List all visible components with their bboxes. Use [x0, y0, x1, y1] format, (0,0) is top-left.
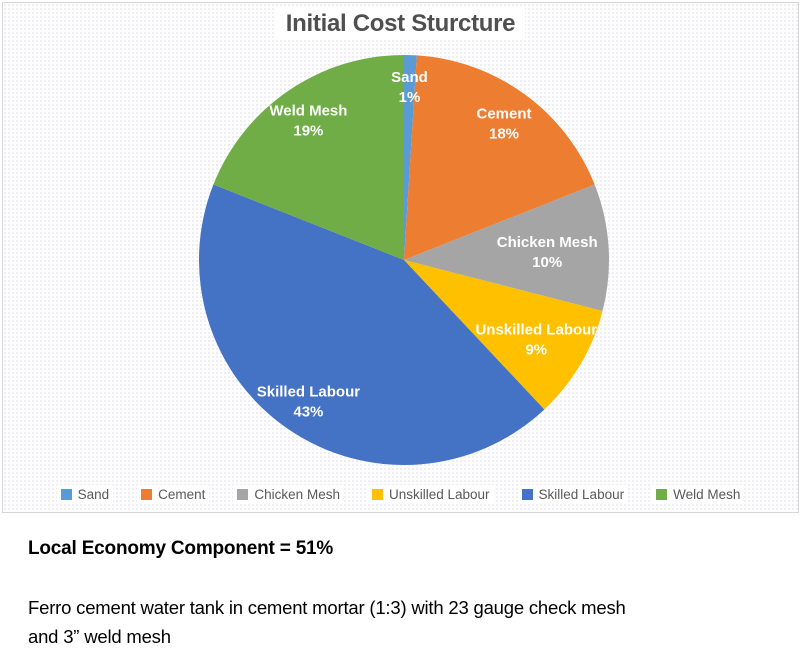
slice-label-chicken-mesh: Chicken Mesh 10% — [497, 234, 598, 271]
svg-text:9%: 9% — [525, 341, 547, 358]
svg-text:Chicken Mesh: Chicken Mesh — [497, 234, 598, 251]
svg-text:Unskilled Labour: Unskilled Labour — [475, 321, 597, 338]
legend-swatch-sand — [60, 489, 72, 500]
svg-text:Sand: Sand — [391, 69, 428, 86]
legend-item-cement: Cement — [137, 485, 210, 504]
svg-text:1%: 1% — [399, 89, 421, 106]
svg-text:Weld Mesh: Weld Mesh — [269, 102, 347, 119]
chart-legend: Sand Cement Chicken Mesh Unskilled Labour Sk… — [3, 485, 798, 504]
slice-label-weld-mesh: Weld Mesh 19% — [269, 102, 347, 139]
pie-slice-unskilled-labour — [404, 260, 603, 410]
slice-label-skilled-labour: Skilled Labour 43% — [257, 384, 361, 421]
legend-item-weld-mesh: Weld Mesh — [652, 485, 745, 504]
chart-title: Initial Cost Sturcture — [275, 8, 526, 40]
svg-text:10%: 10% — [532, 254, 562, 271]
description-text: Ferro cement water tank in cement mortar… — [28, 593, 788, 651]
legend-label-skilled-labour: Skilled Labour — [538, 487, 625, 502]
svg-text:18%: 18% — [489, 125, 519, 142]
pie-slice-cement — [404, 55, 595, 261]
legend-item-sand: Sand — [56, 485, 114, 504]
legend-label-weld-mesh: Weld Mesh — [673, 487, 741, 502]
pie-plot-area: Sand 1% Cement 18% Chicken Mesh 10% Unskilled … — [199, 54, 609, 465]
slice-label-unskilled-labour: Unskilled Labour 9% — [475, 321, 597, 358]
legend-swatch-cement — [141, 489, 153, 500]
caption-area: Local Economy Component = 51% Ferro ceme… — [28, 538, 788, 651]
svg-text:43%: 43% — [293, 404, 323, 421]
legend-item-unskilled-labour: Unskilled Labour — [367, 485, 494, 504]
legend-item-skilled-labour: Skilled Labour — [517, 485, 629, 504]
svg-text:Cement: Cement — [476, 105, 531, 122]
pie-chart-frame: Initial Cost Sturcture Sand 1% Cement 18% Ch… — [2, 2, 799, 513]
svg-text:19%: 19% — [293, 122, 323, 139]
pie-slice-skilled-labour — [199, 184, 545, 465]
pie-slice-chicken-mesh — [404, 184, 609, 311]
legend-label-cement: Cement — [158, 487, 206, 502]
legend-swatch-skilled-labour — [521, 489, 533, 500]
legend-swatch-chicken-mesh — [237, 489, 249, 500]
legend-label-sand: Sand — [77, 487, 110, 502]
description-line-1: Ferro cement water tank in cement mortar… — [28, 597, 626, 618]
legend-swatch-unskilled-labour — [371, 489, 383, 500]
slice-label-cement: Cement 18% — [476, 105, 531, 142]
pie-slice-sand — [404, 54, 417, 261]
description-line-2: and 3” weld mesh — [28, 626, 171, 647]
chart-title-row: Initial Cost Sturcture — [3, 3, 798, 40]
legend-label-chicken-mesh: Chicken Mesh — [254, 487, 340, 502]
local-economy-heading: Local Economy Component = 51% — [28, 538, 334, 559]
legend-label-unskilled-labour: Unskilled Labour — [388, 487, 490, 502]
pie-slice-weld-mesh — [213, 55, 404, 260]
legend-item-chicken-mesh: Chicken Mesh — [233, 485, 344, 504]
svg-text:Skilled Labour: Skilled Labour — [257, 384, 361, 401]
slice-label-sand: Sand 1% — [391, 69, 428, 106]
legend-swatch-weld-mesh — [656, 489, 668, 500]
